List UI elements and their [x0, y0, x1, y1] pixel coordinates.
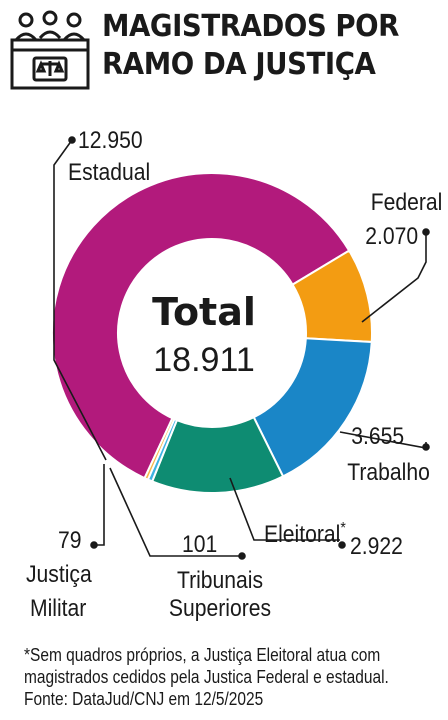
eleitoral-label: Eleitoral*	[264, 516, 346, 548]
federal-value: 2.070	[365, 223, 418, 250]
superiores-label-2: Superiores	[168, 595, 272, 622]
superiores-label-1: Tribunais	[176, 567, 264, 594]
leader-federal	[361, 232, 427, 323]
footnote-line-2: magistrados cedidos pela Justica Federal…	[24, 667, 389, 687]
header: MAGISTRADOS POR RAMO DA JUSTIÇA	[0, 0, 448, 100]
leader-dot-militar	[90, 541, 98, 549]
leader-lines	[53, 136, 430, 560]
estadual-label: Estadual	[68, 159, 151, 186]
estadual-value: 12.950	[78, 127, 143, 154]
title-line-2: RAMO DA JUSTIÇA	[102, 47, 376, 82]
eleitoral-value: 2.922	[350, 533, 403, 560]
leader-dot-eleitoral	[338, 541, 346, 549]
militar-label-2: Militar	[30, 595, 87, 622]
slice-justi-a-militar	[143, 416, 176, 481]
judges-bench-scale-icon	[10, 10, 90, 90]
leader-eleitoral	[229, 477, 340, 541]
superiores-value: 101	[182, 531, 218, 558]
federal-label: Federal	[370, 189, 442, 216]
chart-title: MAGISTRADOS POR RAMO DA JUSTIÇA	[102, 8, 415, 84]
eleitoral-name: Eleitoral	[264, 521, 341, 548]
militar-value: 79	[58, 527, 82, 554]
leader-dot-estadual	[68, 136, 76, 144]
donut-slices	[51, 172, 373, 494]
leader-estadual	[53, 139, 107, 461]
militar-label-1: Justiça	[26, 561, 92, 588]
trabalho-label: Trabalho	[347, 459, 430, 486]
leader-dot-federal	[422, 228, 430, 236]
footnote: *Sem quadros próprios, a Justiça Eleitor…	[24, 644, 389, 710]
leader-dot-trabalho	[422, 443, 430, 451]
eleitoral-asterisk: *	[340, 520, 346, 537]
slice-estadual	[51, 172, 351, 480]
leader-militar	[94, 464, 105, 546]
trabalho-value: 3.655	[351, 423, 404, 450]
total-value: 18.911	[153, 341, 255, 379]
footnote-line-1: *Sem quadros próprios, a Justiça Eleitor…	[24, 645, 381, 665]
footnote-source: Fonte: DataJud/CNJ em 12/5/2025	[24, 689, 264, 709]
leader-dot-superiores	[238, 552, 246, 560]
leader-superiores	[109, 467, 242, 557]
total-label: Total	[152, 290, 256, 334]
donut-chart	[51, 136, 430, 560]
title-line-1: MAGISTRADOS POR	[102, 9, 399, 44]
